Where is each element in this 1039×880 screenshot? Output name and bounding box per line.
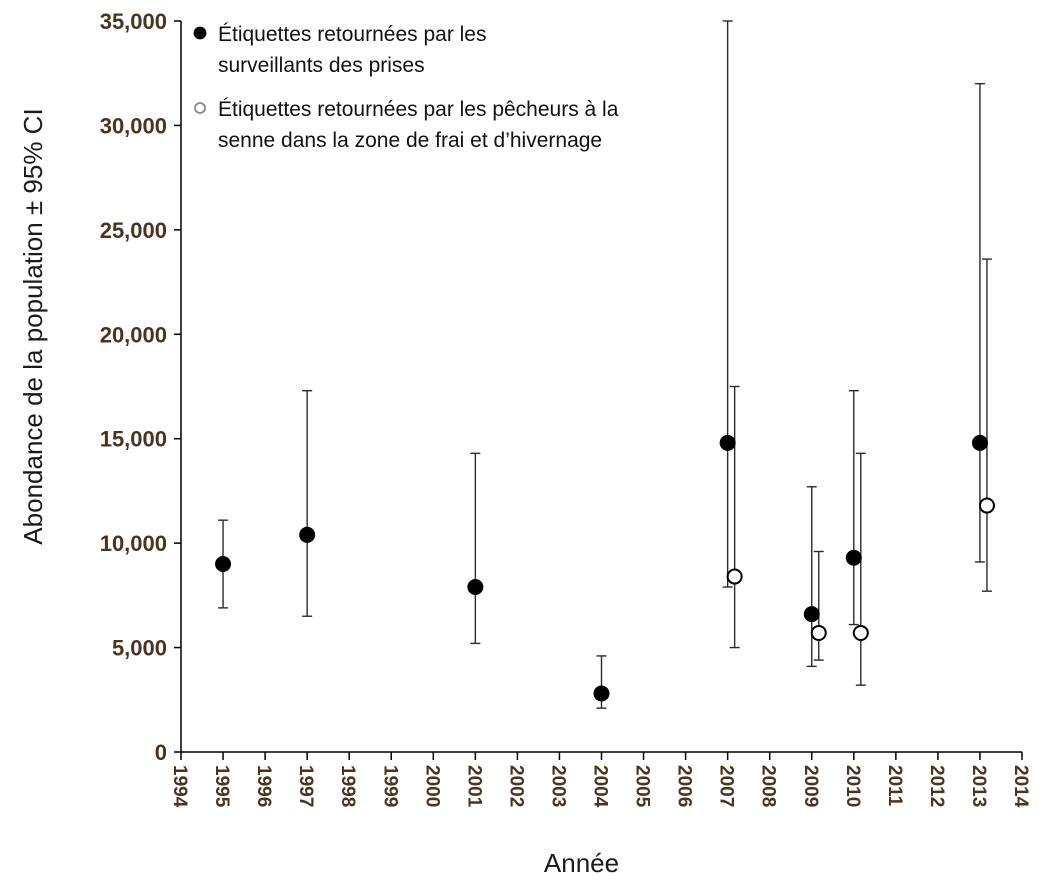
y-tick-label: 0	[155, 740, 167, 765]
x-tick-label: 1999	[379, 765, 400, 807]
data-point-filled	[215, 556, 232, 573]
y-axis-title: Abondance de la population ± 95% CI	[18, 108, 48, 544]
data-point-filled	[845, 549, 862, 566]
x-axis-title: Année	[544, 848, 619, 878]
x-tick-label: 2003	[547, 765, 568, 807]
x-tick-label: 2010	[842, 765, 863, 807]
legend-label: Étiquettes retournées par les	[218, 23, 487, 46]
x-tick-label: 1996	[253, 765, 274, 807]
x-tick-label: 2009	[800, 765, 821, 807]
y-tick-label: 25,000	[100, 218, 167, 243]
x-tick-label: 2014	[1010, 765, 1031, 808]
x-tick-label: 2012	[926, 765, 947, 807]
x-tick-label: 2000	[421, 765, 442, 807]
data-point-filled	[593, 685, 610, 702]
data-point-filled	[719, 434, 736, 451]
y-axis: 0 5,000 10,000 15,000 20,000 25,000 30,000 35,0…	[100, 9, 181, 765]
legend: Étiquettes retournées par les surveillant…	[193, 23, 619, 152]
data-point-filled	[971, 434, 988, 451]
error-bars	[218, 20, 992, 709]
data-point-open	[726, 568, 743, 585]
legend-label: senne dans la zone de frai et d’hivernag…	[218, 129, 602, 152]
y-tick-label: 5,000	[112, 636, 167, 661]
data-point-open	[978, 497, 995, 514]
x-tick-label: 2006	[674, 765, 695, 807]
y-tick-label: 10,000	[100, 531, 167, 556]
x-tick-label: 2013	[968, 765, 989, 807]
y-tick-label: 20,000	[100, 322, 167, 347]
legend-label: Étiquettes retournées par les pêcheurs à…	[218, 98, 619, 121]
x-tick-label: 1998	[337, 765, 358, 807]
y-tick-label: 15,000	[100, 427, 167, 452]
data-point-filled	[803, 606, 820, 623]
y-tick-label: 30,000	[100, 113, 167, 138]
data-point-filled	[299, 526, 316, 543]
legend-marker	[194, 102, 206, 114]
x-tick-label: 2008	[758, 765, 779, 807]
x-tick-label: 2007	[716, 765, 737, 807]
data-point-open	[810, 624, 827, 641]
legend-label: surveillants des prises	[218, 54, 425, 77]
legend-marker	[193, 26, 207, 40]
x-tick-label: 2001	[463, 765, 484, 808]
x-tick-label: 2004	[590, 765, 611, 808]
x-tick-label: 2002	[505, 765, 526, 807]
data-point-open	[852, 624, 869, 641]
x-tick-label: 2011	[884, 765, 905, 807]
x-tick-label: 2005	[632, 765, 653, 808]
y-tick-label: 35,000	[100, 9, 167, 34]
x-tick-label: 1997	[295, 765, 316, 807]
data-points	[215, 434, 995, 702]
x-axis: 1994 1995 1996 1997 1998 1999 2000 2001 2002 2003…	[169, 752, 1031, 808]
x-tick-label: 1995	[211, 765, 232, 808]
x-tick-label: 1994	[169, 765, 190, 808]
data-point-filled	[467, 579, 484, 596]
